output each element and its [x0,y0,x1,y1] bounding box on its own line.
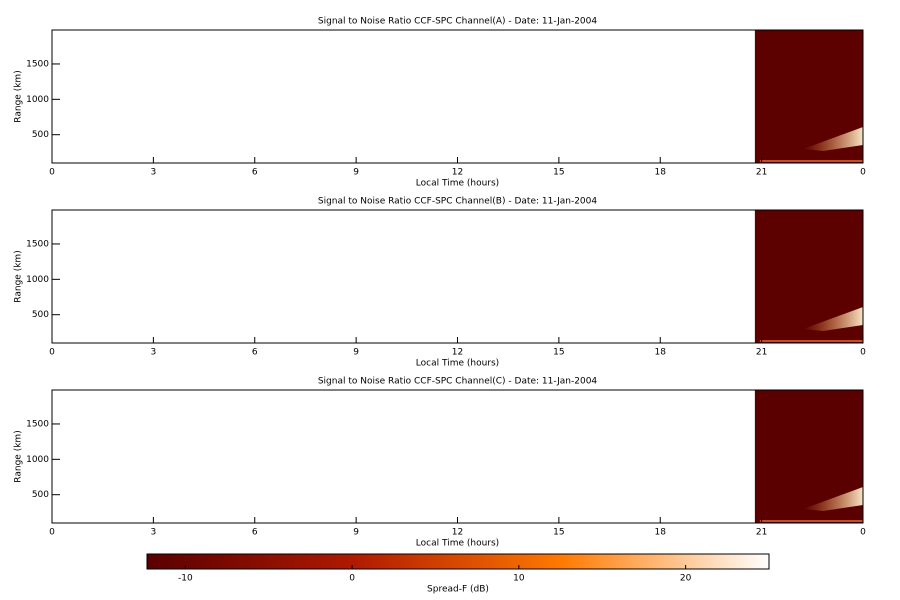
y-axis-label: Range (km) [14,70,24,122]
heatmap-feature [803,307,863,331]
colorbar-tick-label: 10 [513,574,525,584]
x-tick-label: 15 [553,348,564,358]
x-tick-label: 0 [860,168,866,178]
x-tick-label: 0 [860,528,866,538]
x-tick-label: 18 [655,348,667,358]
x-tick-label: 15 [553,528,564,538]
x-tick-label: 0 [49,528,55,538]
x-tick-label: 9 [353,348,359,358]
heatmap-feature [759,520,863,522]
x-tick-label: 15 [553,168,564,178]
x-tick-label: 18 [655,528,667,538]
y-tick-label: 500 [32,130,49,140]
x-tick-label: 0 [49,348,55,358]
y-tick-label: 500 [32,310,49,320]
heatmap-feature [759,340,863,342]
x-tick-label: 9 [353,528,359,538]
heatmap-feature [759,160,863,162]
y-tick-label: 1500 [26,239,49,249]
plot-frame [51,29,864,164]
x-tick-label: 9 [353,168,359,178]
y-tick-label: 1000 [26,275,49,285]
y-tick-label: 1000 [26,95,49,105]
colorbar-tick-label: 0 [349,574,355,584]
y-axis-label: Range (km) [14,430,24,482]
y-tick-label: 1500 [26,59,49,69]
x-axis-label: Local Time (hours) [416,539,499,549]
x-tick-label: 21 [756,528,767,538]
colorbar-tick-label: -10 [178,574,193,584]
heatmap-feature [803,127,863,151]
colorbar-tick-label: 20 [680,574,692,584]
x-tick-label: 3 [151,528,157,538]
panel-title: Signal to Noise Ratio CCF-SPC Channel(A)… [318,17,597,27]
x-tick-label: 3 [151,348,157,358]
panel-title: Signal to Noise Ratio CCF-SPC Channel(C)… [318,377,598,387]
x-tick-label: 0 [49,168,55,178]
plot-frame [51,209,864,344]
colorbar-label: Spread-F (dB) [427,585,489,595]
y-tick-label: 1500 [26,419,49,429]
x-tick-label: 12 [452,528,463,538]
y-tick-label: 500 [32,490,49,500]
y-tick-label: 1000 [26,455,49,465]
x-tick-label: 6 [252,348,258,358]
x-tick-label: 18 [655,168,667,178]
colorbar [146,553,770,570]
x-tick-label: 6 [252,168,258,178]
x-tick-label: 12 [452,168,463,178]
panel-title: Signal to Noise Ratio CCF-SPC Channel(B)… [318,197,597,207]
x-axis-label: Local Time (hours) [416,179,499,189]
heatmap-feature [803,487,863,511]
x-tick-label: 6 [252,528,258,538]
x-tick-label: 21 [756,168,767,178]
x-axis-label: Local Time (hours) [416,359,499,369]
y-axis-label: Range (km) [14,250,24,302]
x-tick-label: 0 [860,348,866,358]
x-tick-label: 3 [151,168,157,178]
x-tick-label: 21 [756,348,767,358]
x-tick-label: 12 [452,348,463,358]
plot-frame [51,389,864,524]
